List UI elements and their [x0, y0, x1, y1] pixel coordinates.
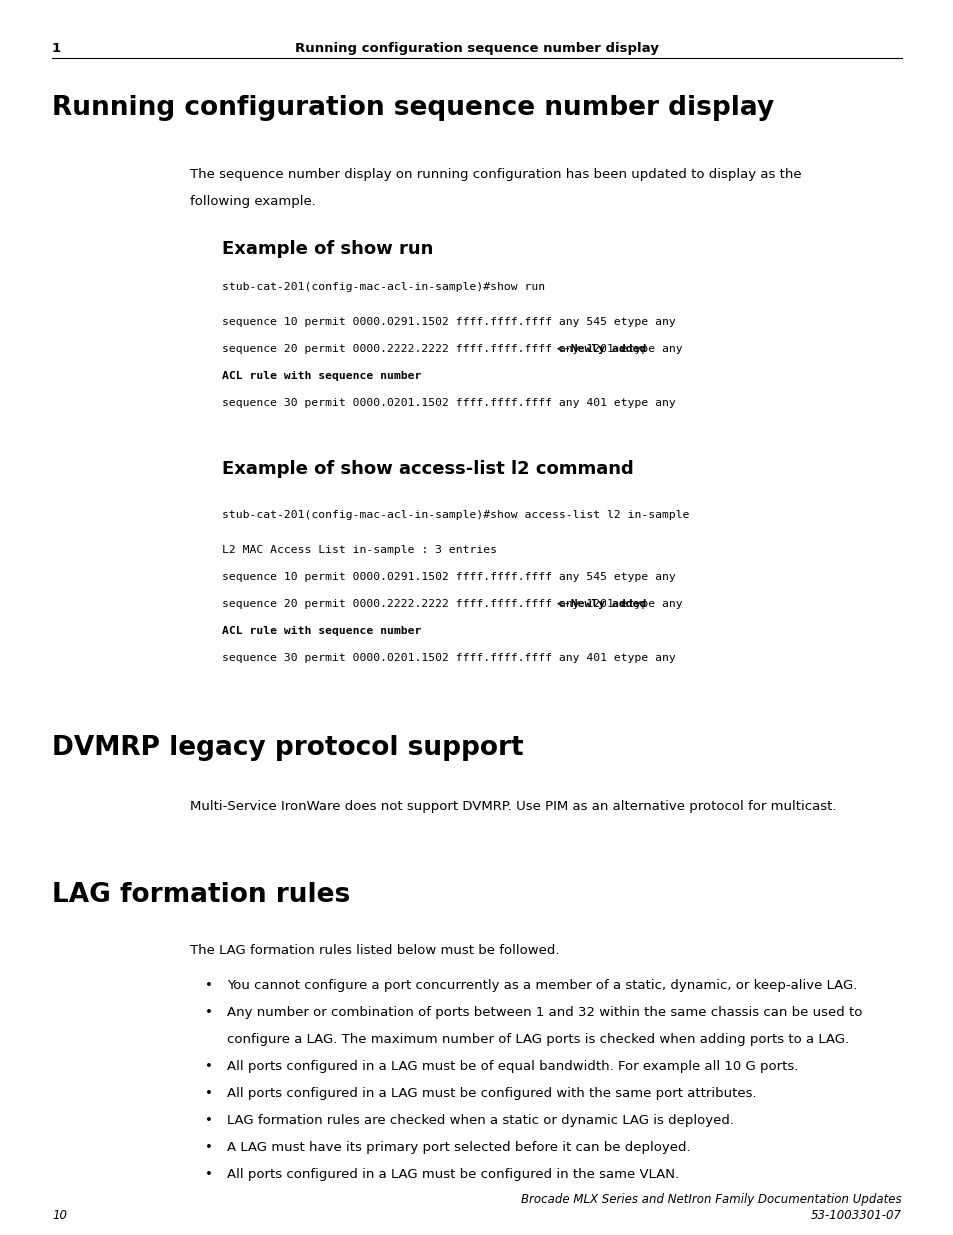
Text: The LAG formation rules listed below must be followed.: The LAG formation rules listed below mus…: [190, 944, 558, 957]
Text: •: •: [205, 1087, 213, 1100]
Text: sequence 20 permit 0000.2222.2222 ffff.ffff.ffff any 1201 etype any: sequence 20 permit 0000.2222.2222 ffff.f…: [222, 599, 689, 609]
Text: Multi-Service IronWare does not support DVMRP. Use PIM as an alternative protoco: Multi-Service IronWare does not support …: [190, 800, 836, 813]
Text: 10: 10: [52, 1209, 67, 1221]
Text: sequence 10 permit 0000.0291.1502 ffff.ffff.ffff any 545 etype any: sequence 10 permit 0000.0291.1502 ffff.f…: [222, 572, 675, 582]
Text: •: •: [205, 1114, 213, 1128]
Text: All ports configured in a LAG must be configured with the same port attributes.: All ports configured in a LAG must be co…: [227, 1087, 756, 1100]
Text: 1: 1: [52, 42, 61, 56]
Text: ACL rule with sequence number: ACL rule with sequence number: [222, 626, 421, 636]
Text: Running configuration sequence number display: Running configuration sequence number di…: [294, 42, 659, 56]
Text: •: •: [205, 1168, 213, 1181]
Text: LAG formation rules: LAG formation rules: [52, 882, 350, 908]
Text: configure a LAG. The maximum number of LAG ports is checked when adding ports to: configure a LAG. The maximum number of L…: [227, 1032, 848, 1046]
Text: DVMRP legacy protocol support: DVMRP legacy protocol support: [52, 735, 523, 761]
Text: <-Newly added: <-Newly added: [556, 599, 645, 609]
Text: LAG formation rules are checked when a static or dynamic LAG is deployed.: LAG formation rules are checked when a s…: [227, 1114, 733, 1128]
Text: Example of show access-list l2 command: Example of show access-list l2 command: [222, 459, 633, 478]
Text: A LAG must have its primary port selected before it can be deployed.: A LAG must have its primary port selecte…: [227, 1141, 690, 1153]
Text: •: •: [205, 1007, 213, 1019]
Text: sequence 10 permit 0000.0291.1502 ffff.ffff.ffff any 545 etype any: sequence 10 permit 0000.0291.1502 ffff.f…: [222, 317, 675, 327]
Text: ACL rule with sequence number: ACL rule with sequence number: [222, 370, 421, 382]
Text: All ports configured in a LAG must be configured in the same VLAN.: All ports configured in a LAG must be co…: [227, 1168, 679, 1181]
Text: <-Newly added: <-Newly added: [556, 345, 645, 354]
Text: following example.: following example.: [190, 195, 315, 207]
Text: All ports configured in a LAG must be of equal bandwidth. For example all 10 G p: All ports configured in a LAG must be of…: [227, 1060, 798, 1073]
Text: •: •: [205, 1141, 213, 1153]
Text: •: •: [205, 979, 213, 992]
Text: •: •: [205, 1060, 213, 1073]
Text: sequence 30 permit 0000.0201.1502 ffff.ffff.ffff any 401 etype any: sequence 30 permit 0000.0201.1502 ffff.f…: [222, 398, 675, 408]
Text: The sequence number display on running configuration has been updated to display: The sequence number display on running c…: [190, 168, 801, 182]
Text: Running configuration sequence number display: Running configuration sequence number di…: [52, 95, 774, 121]
Text: stub-cat-201(config-mac-acl-in-sample)#show access-list l2 in-sample: stub-cat-201(config-mac-acl-in-sample)#s…: [222, 510, 689, 520]
Text: Any number or combination of ports between 1 and 32 within the same chassis can : Any number or combination of ports betwe…: [227, 1007, 862, 1019]
Text: L2 MAC Access List in-sample : 3 entries: L2 MAC Access List in-sample : 3 entries: [222, 545, 497, 555]
Text: sequence 30 permit 0000.0201.1502 ffff.ffff.ffff any 401 etype any: sequence 30 permit 0000.0201.1502 ffff.f…: [222, 653, 675, 663]
Text: You cannot configure a port concurrently as a member of a static, dynamic, or ke: You cannot configure a port concurrently…: [227, 979, 857, 992]
Text: stub-cat-201(config-mac-acl-in-sample)#show run: stub-cat-201(config-mac-acl-in-sample)#s…: [222, 282, 544, 291]
Text: sequence 20 permit 0000.2222.2222 ffff.ffff.ffff any 1201 etype any: sequence 20 permit 0000.2222.2222 ffff.f…: [222, 345, 689, 354]
Text: 53-1003301-07: 53-1003301-07: [810, 1209, 901, 1221]
Text: Brocade MLX Series and NetIron Family Documentation Updates: Brocade MLX Series and NetIron Family Do…: [521, 1193, 901, 1207]
Text: Example of show run: Example of show run: [222, 240, 433, 258]
